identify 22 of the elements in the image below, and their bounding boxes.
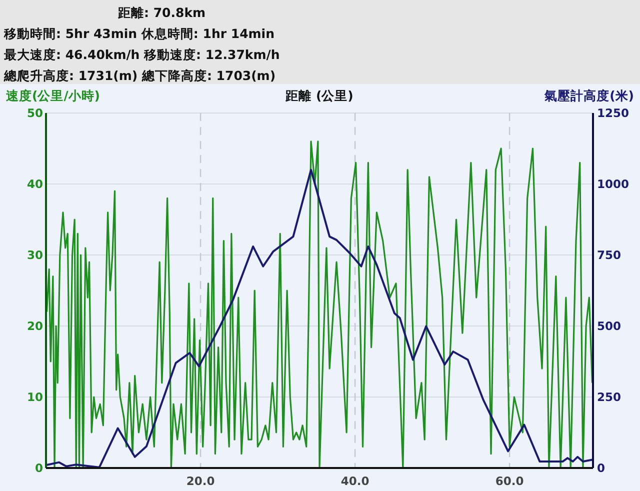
y-tick-label: 50 bbox=[26, 106, 43, 120]
y2-tick-label: 1250 bbox=[597, 106, 630, 120]
x-tick-label: 40.0 bbox=[340, 474, 370, 488]
y-tick-label: 10 bbox=[26, 390, 43, 404]
x-tick-label: 20.0 bbox=[186, 474, 215, 488]
y2-tick-label: 250 bbox=[597, 390, 622, 404]
y2-tick-label: 1000 bbox=[597, 177, 630, 191]
y-axis-title: 速度(公里/小時) bbox=[6, 88, 100, 103]
y-tick-label: 20 bbox=[26, 319, 43, 333]
y-tick-label: 40 bbox=[26, 177, 43, 191]
text: 移動時間: 5hr 43min 休息時間: 1hr 14min bbox=[3, 26, 274, 41]
y2-tick-label: 500 bbox=[597, 319, 622, 333]
x-tick-label: 60.0 bbox=[495, 474, 524, 488]
y-tick-label: 30 bbox=[26, 248, 43, 262]
y2-tick-label: 0 bbox=[597, 461, 606, 475]
y2-tick-label: 750 bbox=[597, 248, 622, 262]
y-tick-label: 0 bbox=[34, 461, 43, 475]
text: 最大速度: 46.40km/h 移動速度: 12.37km/h bbox=[3, 47, 280, 62]
text: 總爬升高度: 1731(m) 總下降高度: 1703(m) bbox=[3, 68, 276, 83]
x-axis-title: 距離 (公里) bbox=[284, 88, 354, 103]
text: 距離: 70.8km bbox=[117, 5, 206, 20]
y2-axis-title: 氣壓計高度(米) bbox=[544, 88, 634, 103]
